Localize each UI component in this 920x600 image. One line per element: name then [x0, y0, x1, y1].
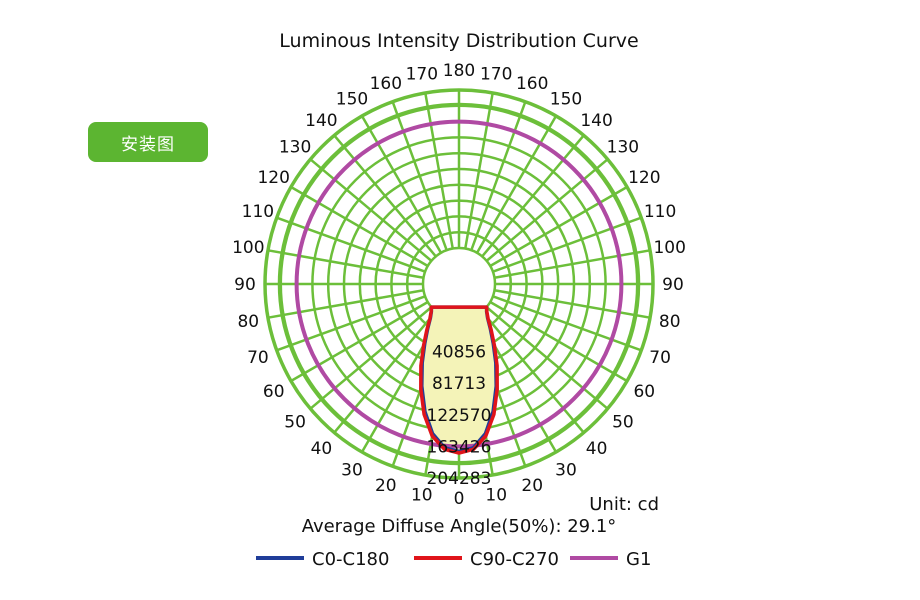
angle-tick-label: 90 — [234, 275, 256, 295]
grid-spoke — [481, 134, 585, 258]
angle-tick-label: 50 — [612, 413, 634, 433]
angle-tick-label: 80 — [237, 312, 259, 332]
grid-spoke — [333, 134, 437, 258]
grid-spoke — [489, 185, 628, 268]
angle-tick-labels: 0102030405060708090100110120130140150160… — [232, 61, 686, 509]
grid-spoke — [360, 115, 443, 254]
angle-tick-label: 70 — [247, 348, 269, 368]
angle-tick-label: 120 — [628, 168, 660, 188]
angle-tick-label: 40 — [311, 439, 333, 459]
angle-tick-label: 100 — [653, 238, 685, 258]
grid-spoke — [276, 216, 426, 273]
series-curve-c90-c270 — [419, 305, 499, 455]
angle-tick-label: 20 — [375, 476, 397, 496]
angle-tick-label: 180 — [443, 61, 475, 81]
chart-title: Luminous Intensity Distribution Curve — [279, 30, 638, 52]
grid-spoke — [492, 216, 642, 273]
grid-spoke — [267, 249, 424, 279]
angle-tick-label: 60 — [263, 382, 285, 402]
grid-spoke — [309, 158, 433, 262]
grid-spoke — [470, 101, 527, 251]
installation-diagram-button[interactable]: 安装图 — [88, 122, 208, 162]
legend-label: C90-C270 — [470, 549, 559, 570]
angle-tick-label: 30 — [555, 460, 577, 480]
grid-spoke — [494, 249, 651, 279]
radial-tick-label: 122570 — [427, 406, 492, 426]
grid-spoke — [276, 295, 426, 352]
grid-spoke — [485, 306, 609, 410]
grid-spoke — [309, 306, 433, 410]
angle-tick-label: 130 — [279, 137, 311, 157]
angle-tick-label: 110 — [644, 202, 676, 222]
grid-spoke — [494, 289, 651, 319]
lobe-fill — [420, 307, 498, 453]
angle-tick-label: 140 — [305, 111, 337, 131]
series-layer — [294, 119, 624, 455]
radial-tick-label: 204283 — [427, 469, 492, 489]
grid-spoke — [290, 300, 429, 383]
grid-spoke — [489, 300, 628, 383]
radial-tick-labels: 40856 81713 122570 163426 204283 — [427, 343, 492, 489]
angle-tick-label: 50 — [284, 413, 306, 433]
grid-spoke — [481, 310, 585, 434]
grid-spoke — [464, 92, 494, 249]
angle-tick-label: 40 — [586, 439, 608, 459]
angle-tick-label: 110 — [242, 202, 274, 222]
unit-label: Unit: cd — [589, 494, 659, 515]
angle-tick-label: 0 — [454, 489, 465, 509]
legend-label: C0-C180 — [312, 549, 389, 570]
grid-spoke — [333, 310, 437, 434]
grid-spoke — [267, 289, 424, 319]
angle-tick-label: 160 — [516, 74, 548, 94]
angle-tick-label: 60 — [633, 382, 655, 402]
grid-spoke — [485, 158, 609, 262]
radial-tick-label: 163426 — [427, 437, 492, 457]
grid-spoke — [424, 92, 454, 249]
angle-tick-label: 10 — [411, 486, 433, 506]
angle-tick-label: 120 — [257, 168, 289, 188]
legend-label: G1 — [626, 549, 651, 570]
angle-tick-label: 140 — [580, 111, 612, 131]
average-angle-label: Average Diffuse Angle(50%): 29.1° — [302, 516, 617, 537]
angle-tick-label: 170 — [480, 64, 512, 84]
legend: C0-C180 C90-C270 G1 — [256, 549, 651, 570]
angle-tick-label: 160 — [370, 74, 402, 94]
angle-tick-label: 130 — [607, 137, 639, 157]
angle-tick-label: 30 — [341, 460, 363, 480]
angle-tick-label: 10 — [485, 486, 507, 506]
angle-tick-label: 150 — [336, 90, 368, 110]
grid-spoke — [290, 185, 429, 268]
angle-tick-label: 100 — [232, 238, 264, 258]
angle-tick-label: 170 — [406, 64, 438, 84]
radial-tick-label: 81713 — [432, 374, 486, 394]
angle-tick-label: 90 — [662, 275, 684, 295]
angle-tick-label: 70 — [649, 348, 671, 368]
radial-tick-label: 40856 — [432, 343, 486, 363]
grid-spoke — [475, 115, 558, 254]
angle-tick-label: 80 — [659, 312, 681, 332]
grid-spoke — [391, 101, 448, 251]
grid-spoke — [492, 295, 642, 352]
angle-tick-label: 150 — [550, 90, 582, 110]
angle-tick-label: 20 — [521, 476, 543, 496]
series-curve-g1 — [294, 119, 624, 449]
